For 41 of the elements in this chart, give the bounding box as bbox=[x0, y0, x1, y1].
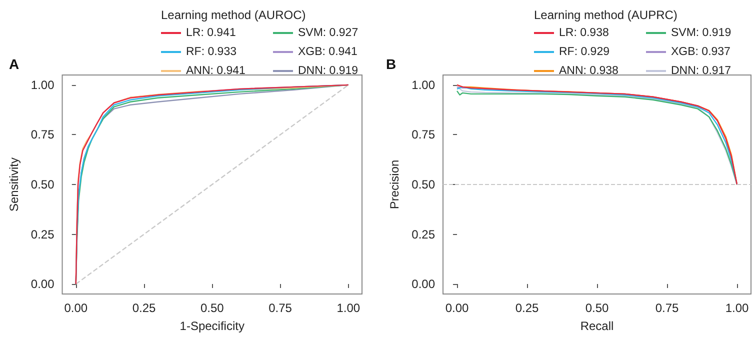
y-tick-label: 1.00 bbox=[412, 78, 436, 92]
x-tick-label: 0.50 bbox=[200, 301, 224, 315]
x-tick-label: 0.50 bbox=[585, 301, 609, 315]
legend-label: XGB: 0.941 bbox=[298, 46, 358, 58]
legend-label: SVM: 0.927 bbox=[298, 27, 358, 39]
legend-label: XGB: 0.937 bbox=[671, 46, 730, 58]
legend-title: Learning method (AUPRC) bbox=[534, 8, 678, 22]
y-tick-label: 0.75 bbox=[30, 128, 55, 142]
chart-title: B bbox=[386, 56, 396, 72]
x-tick-label: 0.75 bbox=[268, 301, 292, 315]
legend-label: ANN: 0.938 bbox=[559, 65, 618, 77]
x-tick-label: 0.00 bbox=[445, 301, 469, 315]
y-tick-label: 1.00 bbox=[30, 78, 55, 92]
x-axis-title: Recall bbox=[580, 319, 614, 333]
y-axis-title: Sensitivity bbox=[7, 157, 21, 212]
legend-label: LR: 0.941 bbox=[186, 27, 236, 39]
legend-label: LR: 0.938 bbox=[559, 27, 609, 39]
x-axis-title: 1-Specificity bbox=[180, 319, 244, 333]
x-tick-label: 0.75 bbox=[655, 301, 679, 315]
y-tick-label: 0.00 bbox=[30, 277, 55, 292]
y-tick-label: 0.50 bbox=[412, 178, 436, 192]
y-tick-label: 0.25 bbox=[30, 227, 55, 242]
x-tick-label: 0.25 bbox=[515, 301, 539, 315]
line-series bbox=[75, 84, 349, 285]
y-tick-label: 0.00 bbox=[412, 277, 436, 292]
chart-title: A bbox=[9, 56, 20, 72]
legend-label: RF: 0.929 bbox=[559, 46, 610, 58]
legend-title: Learning method (AUROC) bbox=[161, 8, 306, 22]
legend-label: RF: 0.933 bbox=[186, 46, 236, 58]
x-tick-label: 1.00 bbox=[725, 301, 749, 315]
y-tick-label: 0.50 bbox=[30, 178, 55, 192]
legend-label: DNN: 0.917 bbox=[671, 65, 732, 77]
x-tick-label: 0.00 bbox=[64, 301, 88, 315]
legend-label: DNN: 0.919 bbox=[298, 65, 358, 77]
x-tick-label: 1.00 bbox=[336, 301, 360, 315]
x-tick-label: 0.25 bbox=[132, 301, 156, 315]
y-tick-label: 0.25 bbox=[412, 227, 436, 242]
y-tick-label: 0.75 bbox=[412, 128, 436, 142]
legend-label: SVM: 0.919 bbox=[671, 27, 732, 39]
legend-label: ANN: 0.941 bbox=[186, 65, 246, 77]
y-axis-title: Precision bbox=[388, 160, 402, 210]
